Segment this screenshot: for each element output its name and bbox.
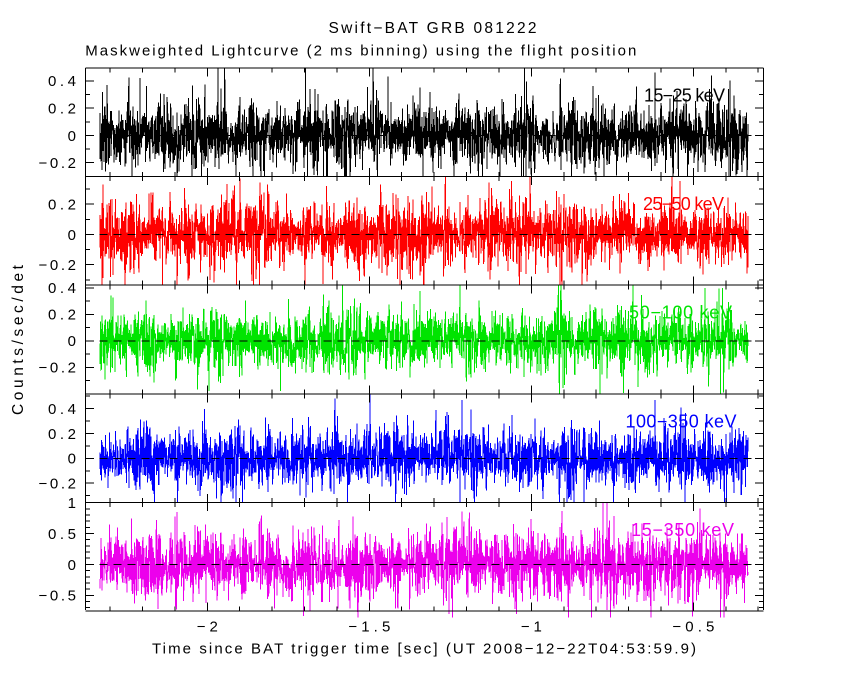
svg-text:0: 0 xyxy=(68,557,76,574)
svg-text:−0.2: −0.2 xyxy=(39,360,77,377)
svg-text:15−350 keV: 15−350 keV xyxy=(631,520,734,540)
svg-text:0.2: 0.2 xyxy=(48,426,76,443)
svg-text:−0.2: −0.2 xyxy=(39,155,77,172)
svg-text:0.4: 0.4 xyxy=(48,73,76,90)
svg-text:1: 1 xyxy=(68,495,76,512)
svg-text:0.2: 0.2 xyxy=(48,197,76,214)
svg-text:15−25 keV: 15−25 keV xyxy=(644,86,725,106)
svg-text:25−50 keV: 25−50 keV xyxy=(643,194,724,214)
svg-text:−0.5: −0.5 xyxy=(672,619,714,636)
svg-text:Swift−BAT GRB 081222: Swift−BAT GRB 081222 xyxy=(329,20,537,37)
svg-text:0: 0 xyxy=(68,333,76,350)
svg-text:0: 0 xyxy=(68,128,76,145)
svg-text:0: 0 xyxy=(68,451,76,468)
svg-text:0.2: 0.2 xyxy=(48,307,76,324)
svg-text:−0.2: −0.2 xyxy=(39,257,77,274)
svg-text:0.2: 0.2 xyxy=(48,101,76,118)
svg-text:Maskweighted Lightcurve (2 ms: Maskweighted Lightcurve (2 ms binning) u… xyxy=(85,43,636,60)
svg-text:Time since BAT trigger time [s: Time since BAT trigger time [sec] (UT 20… xyxy=(152,640,696,657)
svg-text:100−350 keV: 100−350 keV xyxy=(626,411,737,431)
svg-text:0.5: 0.5 xyxy=(48,526,76,543)
svg-text:0.4: 0.4 xyxy=(48,280,76,297)
svg-text:0.4: 0.4 xyxy=(48,401,76,418)
svg-text:−0.2: −0.2 xyxy=(39,476,77,493)
svg-text:50−100 keV: 50−100 keV xyxy=(629,303,732,323)
svg-text:0: 0 xyxy=(68,227,76,244)
svg-text:−1.5: −1.5 xyxy=(348,619,390,636)
svg-text:−0.5: −0.5 xyxy=(39,588,77,605)
